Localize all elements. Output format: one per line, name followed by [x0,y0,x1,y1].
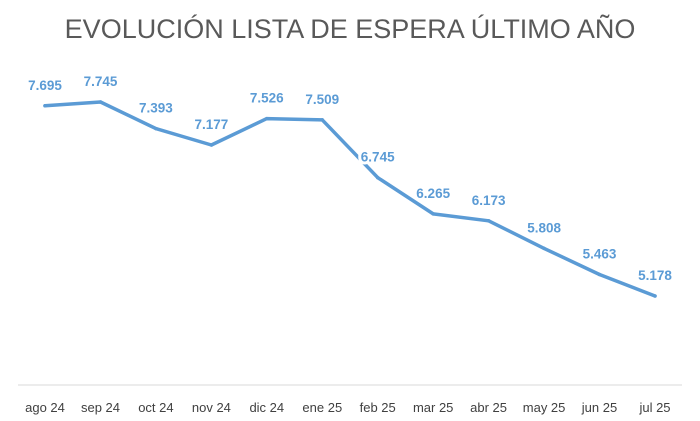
x-tick-label: ago 24 [25,400,65,415]
data-point [320,118,325,122]
data-label: 7.509 [305,92,339,107]
data-point [542,246,546,251]
data-point [597,272,602,277]
data-point [43,104,47,108]
series-layer [43,100,657,298]
x-tick-label: mar 25 [413,400,453,415]
data-label-layer: 7.695 7.745 7.393 7.177 7.526 7.509 6.745 6.265… [25,71,675,286]
data-point [209,143,214,147]
data-label: 5.808 [527,220,561,235]
data-label: 7.393 [139,101,173,116]
x-tick-label: dic 24 [249,400,284,415]
data-point [98,100,103,104]
x-tick-label: jul 25 [638,400,670,415]
data-point [265,116,269,121]
x-tick-label: abr 25 [470,400,507,415]
x-tick-label: nov 24 [192,400,231,415]
data-point [154,126,158,131]
x-tick-label: oct 24 [138,400,173,415]
series-line [43,100,657,298]
data-label: 7.526 [250,91,284,106]
x-tick-label: feb 25 [360,400,396,415]
data-label: 6.745 [361,150,395,165]
data-point [653,294,657,298]
x-tick-label: sep 24 [81,400,120,415]
data-label: 5.463 [583,247,617,262]
x-tick-label: ene 25 [302,400,342,415]
data-label: 6.265 [416,186,450,201]
x-tick-label: jun 25 [581,400,617,415]
data-label: 7.177 [195,117,229,132]
data-label: 7.745 [84,74,118,89]
data-label: 5.178 [638,268,672,283]
x-tick-label: may 25 [523,400,566,415]
x-tick-layer: ago 24 sep 24 oct 24 nov 24 dic 24 ene 25 feb … [25,400,670,415]
data-point [431,212,435,216]
data-point [375,175,380,180]
chart-title: EVOLUCIÓN LISTA DE ESPERA ÚLTIMO AÑO [65,13,636,44]
data-point [486,219,491,223]
data-label: 6.173 [472,193,506,208]
data-label: 7.695 [28,78,62,93]
